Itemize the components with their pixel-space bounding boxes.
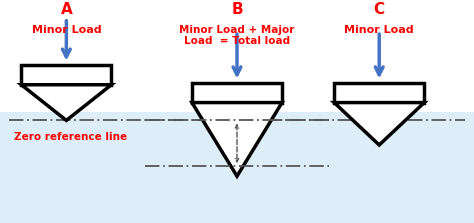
Text: Minor Load: Minor Load [32,25,101,35]
Polygon shape [21,85,111,120]
Text: Minor Load: Minor Load [345,25,414,35]
Bar [334,83,424,103]
Text: C: C [374,2,385,17]
Polygon shape [334,103,424,145]
Polygon shape [192,103,282,176]
Text: A: A [61,2,72,17]
Text: B: B [231,2,243,17]
Bar [192,83,282,103]
Bar [0,112,474,223]
Text: Minor Load + Major
Load  = Total load: Minor Load + Major Load = Total load [179,25,295,46]
Text: Zero reference line: Zero reference line [14,132,128,142]
Bar [21,65,111,85]
